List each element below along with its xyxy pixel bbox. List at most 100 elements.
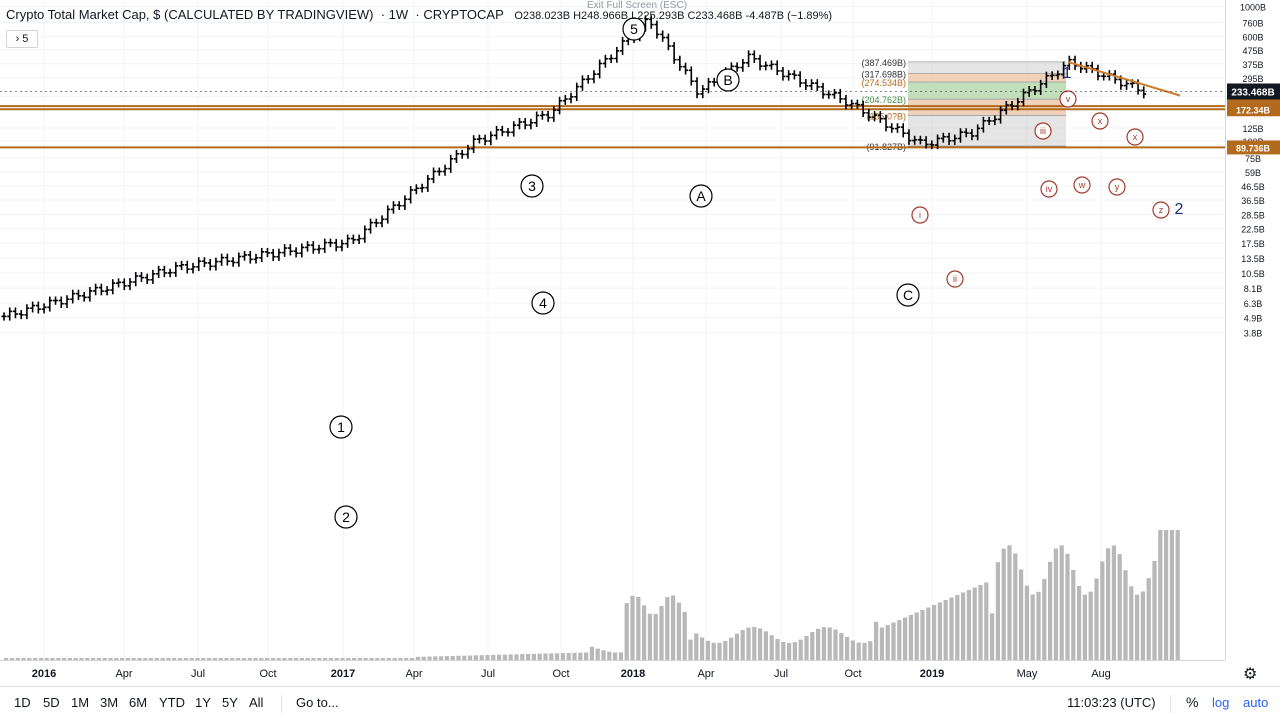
volume-bar [67,658,72,660]
volume-bar [381,658,386,660]
volume-bar [659,605,664,660]
wave-label: iii [1034,122,1052,140]
volume-bar [566,652,571,660]
wave-label-text: C [903,287,913,303]
volume-bar [44,658,49,660]
timeframe-1y[interactable]: 1Y [195,695,211,710]
wave-label: ii [946,270,964,288]
utc-clock[interactable]: 11:03:23 (UTC) [1067,695,1156,710]
volume-bar [247,658,252,660]
volume-bar [961,592,966,660]
volume-bar [91,658,96,660]
price-label-text: 172.34B [1236,105,1271,115]
volume-bar [444,656,449,660]
timeframe-3m[interactable]: 3M [100,695,119,710]
volume-bar [549,653,554,660]
time-axis-labels: 2016 Apr Jul Oct 2017 Apr Jul Oct 2018 Apr Jul Oct 2… [32,668,1111,680]
volume-bar [299,658,304,660]
fib-level-label: (317.698B) [861,69,906,79]
log-scale-toggle[interactable]: log [1212,695,1230,710]
volume-bar [653,613,658,660]
volume-bar [102,658,107,660]
wave-label-text: x [1098,116,1103,126]
volume-bar [1042,578,1047,660]
time-tick-label: Oct [844,668,861,680]
volume-bar [386,658,391,660]
wave-label: C [896,283,920,307]
volume-bar [502,654,507,660]
wave-label-circle [520,174,544,198]
price-tick-label: 600B [1242,32,1263,42]
wave-label-text: 2 [1175,201,1184,218]
price-tick-label: 75B [1245,154,1261,164]
wave-label: i [911,206,929,224]
price-tick-label: 4.9B [1244,314,1263,324]
wave-label: iv [1040,180,1058,198]
volume-bar [450,655,455,660]
toolbar-divider [281,695,282,713]
volume-bar [1053,548,1058,660]
volume-bar [937,602,942,660]
symbol-legend: Crypto Total Market Cap, $ (CALCULATED B… [6,7,833,22]
volume-bar [862,642,867,660]
volume-bar [120,658,125,660]
wave-label-circle [329,415,353,439]
price-label-badge [1227,102,1280,117]
volume-bar [589,646,594,660]
time-tick-label: Apr [405,668,422,680]
volume-bar [439,656,444,660]
price-tick-label: 36.5B [1241,196,1265,206]
wave-label-text: 3 [528,178,536,194]
price-chart[interactable]: (387.469B)(317.698B)(274.534B) (204.762B)… [0,0,1225,660]
timeframe-all[interactable]: All [249,695,264,710]
wave-label-text: x [1133,132,1138,142]
timeframe-1m[interactable]: 1M [71,695,90,710]
price-axis[interactable]: 1000B760B600B475B375B295B215B125B100B75B… [1225,0,1280,660]
volume-bar [879,627,884,660]
wave-label-circle [716,68,740,92]
volume-bar [537,653,542,660]
price-tick-label: 28.5B [1241,211,1265,221]
timeframe-6m[interactable]: 6M [129,695,148,710]
chart-pane[interactable]: (387.469B) (317.698B) (274.534B) (204.762B)… [0,0,1225,660]
volume-bar [990,613,995,660]
volume-bar [149,658,154,660]
timeframe-5y[interactable]: 5Y [222,695,238,710]
volume-bar [421,656,426,660]
volume-bar [850,640,855,660]
wave-label-circle [1091,112,1109,130]
volume-bar [415,656,420,660]
volume-bar [816,628,821,660]
time-axis[interactable]: 2016 Apr Jul Oct 2017 Apr Jul Oct 2018 Apr Jul Oct 2… [0,660,1225,687]
volume-bar [624,603,629,660]
price-axis-labels: 1000B760B600B475B375B295B215B125B100B75B… [1227,2,1280,338]
volume-bar [294,658,299,660]
auto-scale-toggle[interactable]: auto [1243,695,1269,710]
volume-bar [433,656,438,660]
gear-icon[interactable]: ⚙ [1243,666,1258,683]
timeframe-1d[interactable]: 1D [14,695,31,710]
indicator-toggle-button[interactable]: › 5 [6,30,38,48]
volume-bar [485,655,490,660]
wave-label: v [1059,90,1077,108]
timeframe-ytd[interactable]: YTD [159,695,185,710]
volume-bar [914,612,919,660]
volume-bar [491,654,496,660]
wave-label: A [689,184,713,208]
time-tick-label: May [1017,668,1038,680]
volume-bar [607,651,612,660]
goto-button[interactable]: Go to... [296,695,339,710]
volume-bar [259,658,264,660]
volume-bar [201,658,206,660]
ohlc-values: O238.023B H248.966B L225.293B C233.468B … [514,10,833,22]
volume-bar [334,658,339,660]
volume-bar [1036,591,1041,660]
time-tick-label: Jul [191,668,205,680]
wave-label: 2 [1175,201,1184,218]
volume-bar [1088,591,1093,660]
time-tick-label: Aug [1091,668,1111,680]
exit-fullscreen-hint[interactable]: Exit Full Screen (ESC) [587,0,688,11]
timeframe-5d[interactable]: 5D [43,695,60,710]
percent-scale-toggle[interactable]: % [1186,694,1199,710]
volume-bar [253,658,258,660]
